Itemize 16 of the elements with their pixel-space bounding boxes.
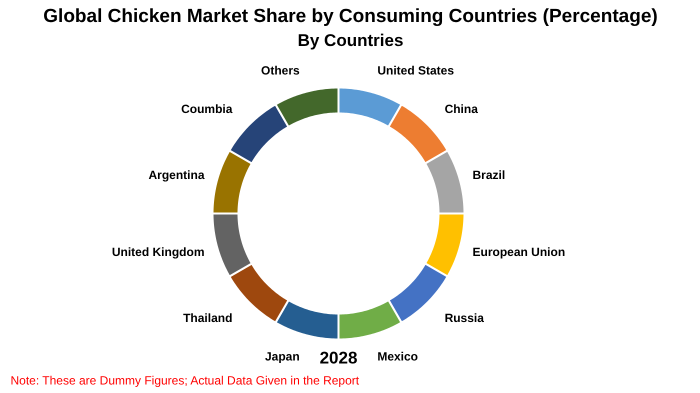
slice-label: Japan xyxy=(264,349,300,364)
slice-label: Others xyxy=(261,64,300,78)
text: Note: These are Dummy Figures; Actual Data Given in the Report xyxy=(10,374,360,388)
slice-label: Mexico xyxy=(377,349,418,364)
slice-label: Brazil xyxy=(472,168,506,182)
chart-title: Global Chicken Market Share by Consuming Countries (Percentage) xyxy=(43,6,658,27)
chart-subtitle: By Countries xyxy=(298,31,404,50)
text: 2028 xyxy=(320,348,358,368)
slice-label: United Kingdom xyxy=(112,244,204,259)
slice-label: Russia xyxy=(444,311,484,326)
slice-label: Thailand xyxy=(183,311,232,326)
slice-label: United States xyxy=(377,64,454,78)
slice-label: China xyxy=(444,102,478,116)
slice-label: European Union xyxy=(472,244,566,259)
slice-label: Argentina xyxy=(148,168,205,182)
slice-label: Coumbia xyxy=(181,102,233,116)
